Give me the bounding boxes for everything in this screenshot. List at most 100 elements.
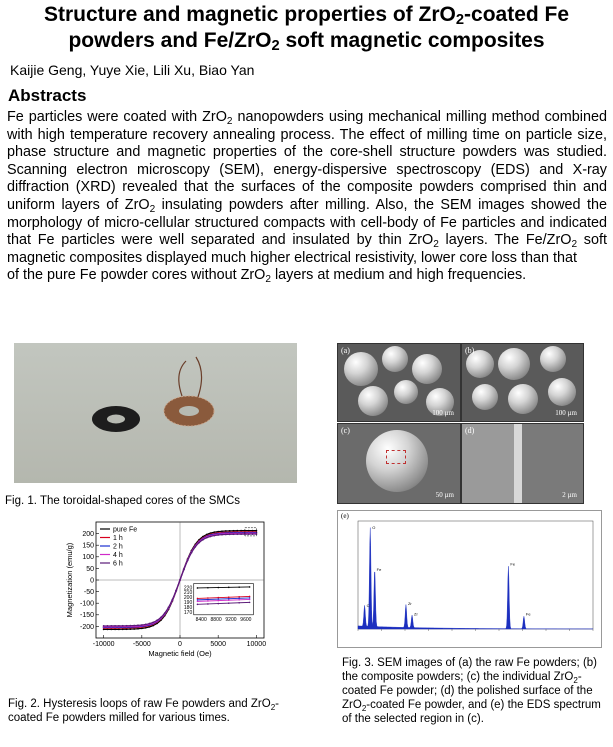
- legend-label: 2 h: [113, 544, 123, 551]
- series-point: [228, 533, 231, 536]
- inset-x-tick-label: 9600: [240, 617, 251, 623]
- series-point: [133, 628, 136, 630]
- series-point: [217, 530, 220, 533]
- inset-point: [227, 596, 230, 599]
- inset-point: [227, 586, 230, 589]
- inset-point: [207, 600, 209, 602]
- series-point: [163, 612, 166, 615]
- inset-point: [248, 598, 251, 601]
- series-point: [106, 625, 109, 627]
- sem-scale-d: 2 µm: [562, 491, 577, 499]
- series-point: [182, 568, 185, 571]
- series-point: [144, 626, 147, 629]
- x-tick-label: 5000: [210, 641, 226, 648]
- inset-series: [197, 595, 250, 599]
- series-point: [217, 534, 220, 536]
- inset-point: [238, 596, 240, 598]
- series-point: [251, 533, 254, 535]
- series-point: [114, 624, 116, 627]
- inset-series: [197, 601, 250, 605]
- sem-panel-d: (d) 2 µm: [461, 423, 584, 504]
- inset-point: [238, 586, 240, 588]
- series-point: [160, 616, 162, 619]
- eds-peak-label: C: [367, 603, 370, 608]
- eds-frame: [357, 520, 594, 630]
- title-line-2: powders and Fe/ZrO2 soft magnetic compos…: [68, 29, 545, 54]
- series-point: [190, 551, 193, 554]
- inset-y-tick-label: 170: [184, 610, 193, 616]
- toroid-cores-illustration: [92, 356, 215, 432]
- y-tick-label: -50: [84, 589, 94, 596]
- eds-peak-label: O: [372, 525, 375, 530]
- inset-y-tick-label: 190: [184, 600, 193, 606]
- series-point: [114, 628, 116, 631]
- sem-scale-b: 100 µm: [555, 409, 577, 417]
- inset-point: [217, 586, 220, 589]
- series-point: [232, 529, 235, 532]
- series-point: [106, 628, 109, 631]
- inset-point: [196, 603, 199, 606]
- series-point: [247, 529, 250, 532]
- y-tick-label: 200: [82, 531, 94, 538]
- series-point: [194, 545, 197, 548]
- poster-title: Structure and magnetic properties of ZrO…: [0, 2, 613, 54]
- sem-label-b: (b): [465, 346, 475, 355]
- series-point: [118, 628, 120, 631]
- series-point: [228, 529, 231, 532]
- series-point: [255, 533, 258, 535]
- x-tick-label: 10000: [247, 641, 267, 648]
- series-point: [205, 536, 208, 539]
- inset-series: [197, 598, 250, 602]
- series-point: [175, 589, 178, 592]
- fig2-caption: Fig. 2. Hysteresis loops of raw Fe powde…: [8, 698, 280, 724]
- series-point: [121, 628, 124, 631]
- y-tick-label: 100: [82, 554, 94, 561]
- inset-point: [217, 596, 220, 599]
- y-tick-label: -100: [80, 601, 94, 608]
- inset-point: [196, 599, 199, 601]
- series-point: [244, 533, 246, 536]
- inset-x-tick-label: 9200: [225, 617, 236, 623]
- inset-x-tick-label: 8400: [196, 617, 207, 623]
- y-tick-label: 150: [82, 543, 94, 550]
- abstract-text: Fe particles were coated with ZrO2 nanop…: [7, 109, 607, 286]
- series-point: [140, 627, 143, 630]
- y-tick-label: -150: [80, 612, 94, 619]
- series-point: [167, 606, 170, 609]
- legend-label: 4 h: [113, 552, 123, 559]
- inset-point: [227, 602, 230, 604]
- inset-point: [196, 587, 199, 589]
- series-point: [102, 628, 105, 631]
- inset-point: [248, 601, 251, 604]
- series-point: [125, 624, 128, 627]
- series-point: [110, 625, 113, 627]
- fig3-caption: Fig. 3. SEM images of (a) the raw Fe pow…: [342, 657, 601, 725]
- series-point: [240, 533, 242, 536]
- series-point: [236, 533, 239, 536]
- inset-point: [217, 598, 220, 600]
- x-tick-label: -10000: [93, 641, 115, 648]
- series-point: [125, 628, 128, 631]
- series-point: [144, 623, 147, 626]
- series-point: [221, 533, 223, 536]
- inset-y-tick-label: 210: [184, 590, 193, 596]
- inset-point: [227, 597, 230, 600]
- sem-label-c: (c): [341, 426, 350, 435]
- inset-point: [248, 586, 251, 588]
- series-point: [152, 621, 155, 624]
- eds-peak-label: Zr: [408, 601, 412, 606]
- sem-panel-b: (b) 100 µm: [461, 343, 584, 422]
- series-point: [121, 624, 124, 627]
- eds-peak-label: Zr: [414, 612, 418, 617]
- inset-point: [217, 599, 220, 602]
- series-point: [213, 534, 216, 537]
- inset-point: [196, 597, 199, 600]
- series-point: [129, 624, 132, 627]
- eds-peak-label: Fe: [510, 562, 515, 567]
- series-point: [186, 559, 189, 562]
- eds-peak-label: Fe: [377, 567, 382, 572]
- x-axis-label: Magnetic field (Oe): [148, 649, 212, 658]
- series-point: [255, 529, 258, 532]
- inset-point: [238, 601, 240, 604]
- hysteresis-chart: -10000 -5000 0 5000 10000 -200 -150 -100 -50 0 50 1…: [65, 521, 267, 658]
